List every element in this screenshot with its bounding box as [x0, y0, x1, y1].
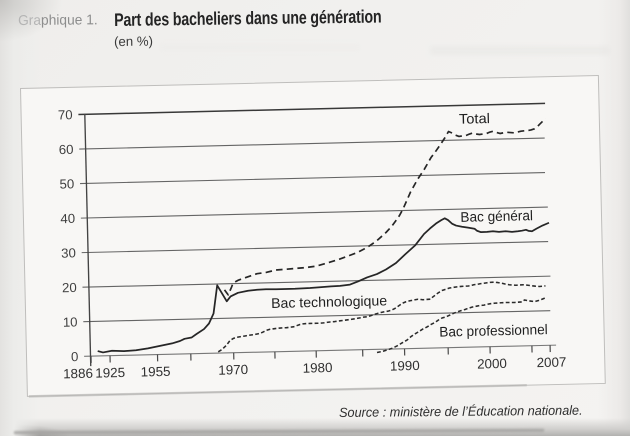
svg-text:60: 60 [59, 142, 74, 157]
svg-text:1980: 1980 [302, 360, 332, 376]
svg-text:1886: 1886 [63, 366, 93, 382]
svg-text:1970: 1970 [218, 362, 248, 378]
svg-text:1990: 1990 [390, 358, 420, 374]
svg-text:70: 70 [58, 107, 73, 122]
svg-text:2007: 2007 [536, 354, 566, 370]
svg-text:Bac professionnel: Bac professionnel [439, 321, 548, 340]
svg-text:2000: 2000 [477, 356, 507, 372]
svg-text:Bac général: Bac général [460, 207, 533, 225]
svg-text:10: 10 [63, 314, 78, 329]
svg-text:1925: 1925 [95, 365, 125, 381]
svg-text:0: 0 [71, 349, 79, 364]
svg-text:30: 30 [61, 245, 76, 260]
svg-text:1955: 1955 [141, 364, 171, 380]
svg-text:50: 50 [59, 176, 74, 191]
svg-text:20: 20 [62, 280, 77, 295]
svg-text:Total: Total [459, 110, 490, 127]
svg-text:40: 40 [60, 211, 75, 226]
svg-text:Bac technologique: Bac technologique [271, 292, 388, 311]
